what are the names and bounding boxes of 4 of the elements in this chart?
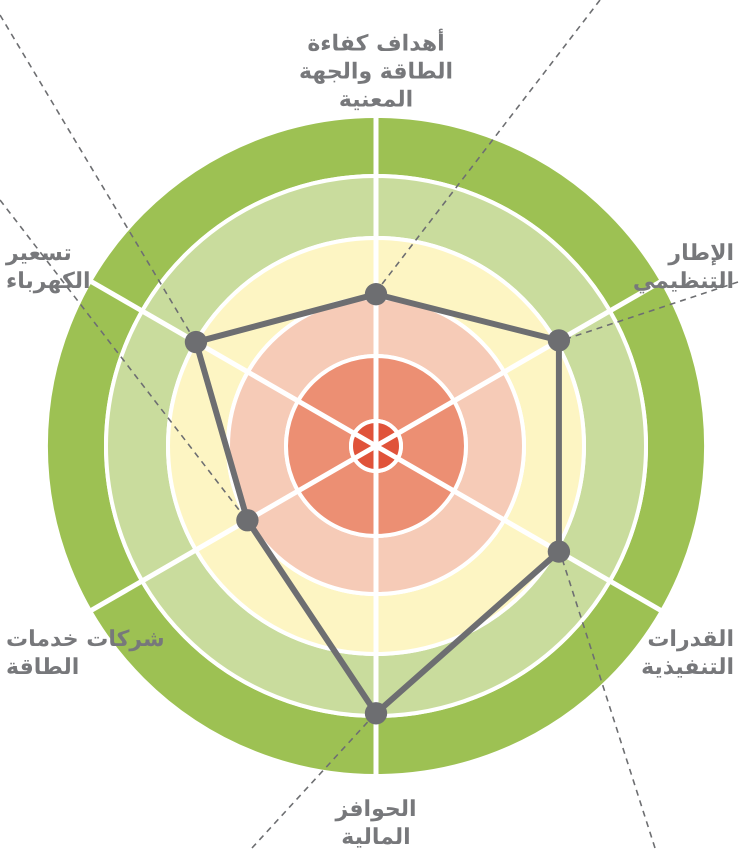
spoke-label: القدرات التنفيذية <box>641 627 734 680</box>
spoke-label: أهداف كفاءة الطاقة والجهة المعنية <box>298 28 454 112</box>
spoke-label: تسعير الكهرباء <box>5 240 91 294</box>
spoke-label: الحوافز المالية <box>334 797 417 850</box>
